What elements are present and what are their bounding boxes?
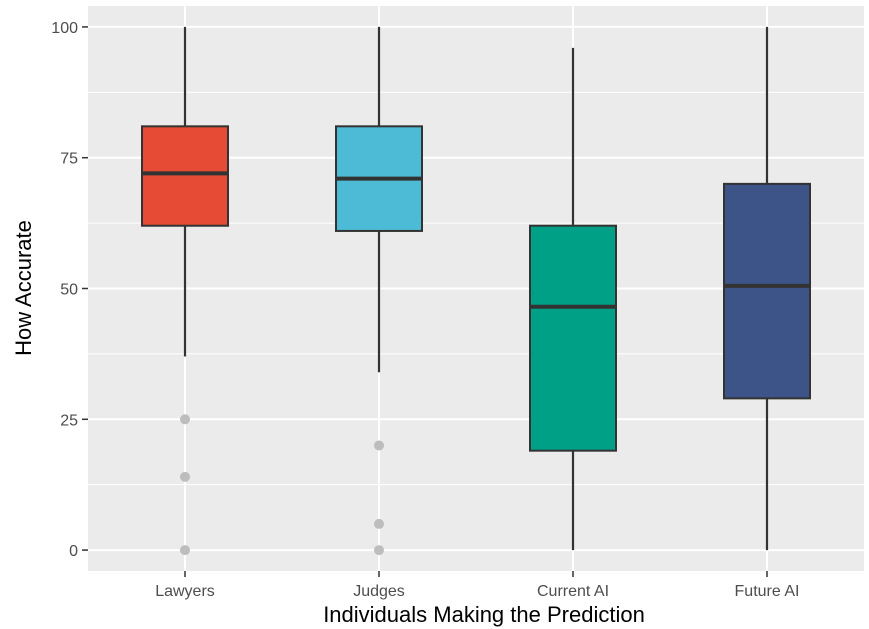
box-lawyers [141, 26, 229, 556]
boxes-layer [141, 26, 811, 556]
box-body [529, 224, 617, 452]
y-tick-label: 50 [60, 282, 78, 299]
outlier-point [374, 518, 384, 529]
outlier-point [180, 471, 190, 482]
box-judges [335, 26, 423, 556]
box-current-ai [529, 47, 617, 551]
box-body [141, 125, 229, 227]
x-tick-label: Future AI [735, 583, 800, 600]
outlier-point [180, 414, 190, 425]
axes-layer: 0 25 50 75 100 Lawyers Judges Current AI Future … [51, 20, 799, 600]
box-body [723, 182, 811, 400]
y-tick-label: 25 [60, 412, 78, 429]
y-tick-label: 100 [51, 20, 78, 37]
y-tick-label: 0 [69, 543, 78, 560]
x-tick-label: Judges [353, 583, 405, 600]
y-tick-label: 75 [60, 151, 78, 168]
y-axis-title: How Accurate [11, 220, 36, 356]
box-future-ai [723, 26, 811, 551]
x-tick-label: Lawyers [155, 583, 215, 600]
outlier-point [180, 545, 190, 556]
x-tick-label: Current AI [537, 583, 609, 600]
outlier-point [374, 545, 384, 556]
x-axis-title: Individuals Making the Prediction [323, 602, 645, 627]
outlier-point [374, 440, 384, 451]
